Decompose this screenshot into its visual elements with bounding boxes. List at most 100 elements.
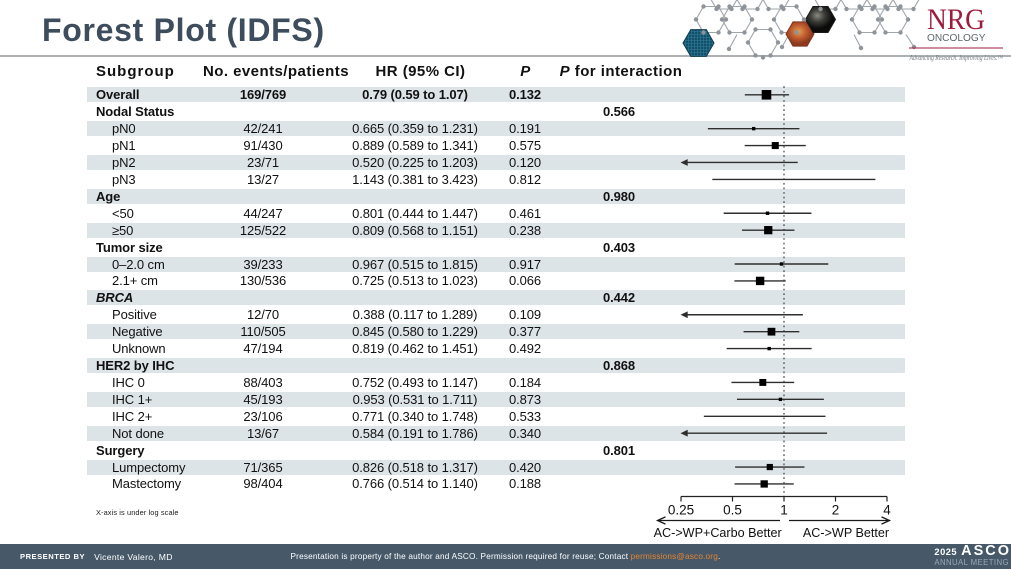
meeting-name: ANNUAL MEETING xyxy=(934,557,1009,567)
slide-title: Forest Plot (IDFS) xyxy=(42,12,325,48)
subgroup-label: 0–2.0 cm xyxy=(112,256,165,272)
col-header-events: No. events/patients xyxy=(202,63,350,80)
footer-bar: PRESENTED BY Vicente Valero, MD Presenta… xyxy=(0,544,1011,569)
table-row-ihc-0: IHC 0 88/403 0.752 (0.493 to 1.147) 0.184 xyxy=(87,375,905,390)
subgroup-label: Unknown xyxy=(112,341,166,357)
table-row-lumpectomy: Lumpectomy 71/365 0.826 (0.518 to 1.317) 0.… xyxy=(87,459,905,475)
subgroup-label: IHC 1+ xyxy=(112,391,153,407)
table-row-her2-by-ihc: HER2 by IHC 0.868 xyxy=(87,358,905,374)
p-value-cell: 0.377 xyxy=(508,324,542,340)
table-header-row: Subgroup No. events/patients HR (95% CI)… xyxy=(87,63,905,81)
hr-ci-cell: 0.826 (0.518 to 1.317) xyxy=(352,459,478,475)
events-cell: 125/522 xyxy=(239,222,287,238)
subgroup-label: Positive xyxy=(112,307,157,323)
subgroup-label: pN3 xyxy=(112,171,136,187)
hr-ci-cell: 0.967 (0.515 to 1.815) xyxy=(352,256,478,272)
title-underline xyxy=(0,54,1011,57)
x-axis-tick-label: 1 xyxy=(780,503,788,518)
p-value-cell: 0.812 xyxy=(508,171,542,187)
better-left-label: AC->WP+Carbo Better xyxy=(654,526,782,540)
x-axis-tick-label: 2 xyxy=(832,503,840,518)
table-row--50: ≥50 125/522 0.809 (0.568 to 1.151) 0.238 xyxy=(87,222,905,238)
p-interaction-cell: 0.566 xyxy=(602,104,636,120)
events-cell: 23/106 xyxy=(243,408,283,424)
hr-ci-cell: 0.766 (0.514 to 1.140) xyxy=(352,476,478,492)
p-value-cell: 0.184 xyxy=(508,374,542,390)
better-left-arrowhead xyxy=(655,516,666,525)
p-interaction-cell: 0.980 xyxy=(602,188,636,204)
disclaimer-period: . xyxy=(718,552,721,561)
p-value-cell: 0.238 xyxy=(508,222,542,238)
table-row-not-done: Not done 13/67 0.584 (0.191 to 1.786) 0.340 xyxy=(87,425,905,441)
table-row-ihc-1-: IHC 1+ 45/193 0.953 (0.531 to 1.711) 0.873 xyxy=(87,391,905,407)
hr-ci-cell: 0.752 (0.493 to 1.147) xyxy=(352,374,478,390)
table-row-nodal-status: Nodal Status 0.566 xyxy=(87,104,905,119)
table-row-tumor-size: Tumor size 0.403 xyxy=(87,240,905,255)
asco-meeting-logo: 2025 ASCO ANNUAL MEETING xyxy=(934,544,1009,566)
hr-ci-cell: 0.771 (0.340 to 1.748) xyxy=(352,408,478,424)
table-row-pn3: pN3 13/27 1.143 (0.381 to 3.423) 0.812 xyxy=(87,172,905,187)
subgroup-label: <50 xyxy=(112,205,134,221)
hr-ci-cell: 1.143 (0.381 to 3.423) xyxy=(352,171,478,187)
subgroup-label: pN2 xyxy=(112,154,136,170)
hr-ci-cell: 0.889 (0.589 to 1.341) xyxy=(352,138,478,154)
subgroup-label: IHC 0 xyxy=(112,374,145,390)
nrg-oncology-logo: NRG ONCOLOGY Advancing Research. Improvi… xyxy=(909,3,1004,62)
hexagon-molecule-decoration xyxy=(682,0,920,60)
better-right-label: AC->WP Better xyxy=(803,526,889,540)
p-interaction-cell: 0.868 xyxy=(602,358,636,374)
table-row-unknown: Unknown 47/194 0.819 (0.462 to 1.451) 0.492 xyxy=(87,341,905,356)
table-row-0-2-0-cm: 0–2.0 cm 39/233 0.967 (0.515 to 1.815) 0.91… xyxy=(87,256,905,272)
p-value-cell: 0.120 xyxy=(508,154,542,170)
subgroup-label: Negative xyxy=(112,324,163,340)
events-cell: 98/404 xyxy=(243,476,283,492)
events-cell: 13/27 xyxy=(246,171,280,187)
table-row-brca: BRCA 0.442 xyxy=(87,290,905,306)
subgroup-label: Surgery xyxy=(96,442,145,458)
events-cell: 44/247 xyxy=(243,205,283,221)
subgroup-label: HER2 by IHC xyxy=(96,358,175,374)
table-row-ihc-2-: IHC 2+ 23/106 0.771 (0.340 to 1.748) 0.533 xyxy=(87,409,905,424)
subgroup-label: 2.1+ cm xyxy=(112,273,158,289)
nrg-logo-division: ONCOLOGY xyxy=(927,33,986,44)
hr-ci-cell: 0.809 (0.568 to 1.151) xyxy=(352,222,478,238)
hr-ci-cell: 0.520 (0.225 to 1.203) xyxy=(352,154,478,170)
p-interaction-cell: 0.801 xyxy=(602,442,636,458)
p-value-cell: 0.533 xyxy=(508,408,542,424)
nrg-logo-text: NRG xyxy=(927,3,985,36)
p-value-cell: 0.873 xyxy=(508,391,542,407)
subgroup-label: Mastectomy xyxy=(112,476,182,492)
col-header-hr: HR (95% CI) xyxy=(375,63,466,80)
p-value-cell: 0.340 xyxy=(508,425,542,441)
table-row-overall: Overall 169/769 0.79 (0.59 to 1.07) 0.132 xyxy=(87,87,905,103)
asco-logo-text: ASCO xyxy=(961,543,1011,559)
presented-by-label: PRESENTED BY xyxy=(20,552,86,561)
log-scale-footnote: X-axis is under log scale xyxy=(96,508,179,517)
events-cell: 169/769 xyxy=(239,87,287,103)
events-cell: 42/241 xyxy=(243,121,283,137)
table-row-positive: Positive 12/70 0.388 (0.117 to 1.289) 0.109 xyxy=(87,307,905,322)
p-value-cell: 0.575 xyxy=(508,138,542,154)
presenter-name: Vicente Valero, MD xyxy=(94,551,173,562)
p-value-cell: 0.132 xyxy=(508,87,542,103)
events-cell: 12/70 xyxy=(246,307,280,323)
p-value-cell: 0.461 xyxy=(508,205,542,221)
hr-ci-cell: 0.584 (0.191 to 1.786) xyxy=(352,425,478,441)
events-cell: 39/233 xyxy=(243,256,283,272)
p-interaction-cell: 0.403 xyxy=(602,239,636,255)
subgroup-label: IHC 2+ xyxy=(112,408,153,424)
subgroup-label: Tumor size xyxy=(96,239,163,255)
x-axis-tick-label: 4 xyxy=(883,503,891,518)
p-interaction-cell: 0.442 xyxy=(602,290,636,306)
events-cell: 23/71 xyxy=(246,154,280,170)
permissions-email-link[interactable]: permissions@asco.org xyxy=(630,552,718,561)
hr-ci-cell: 0.819 (0.462 to 1.451) xyxy=(352,341,478,357)
events-cell: 91/430 xyxy=(243,138,283,154)
p-value-cell: 0.420 xyxy=(508,459,542,475)
hr-ci-cell: 0.665 (0.359 to 1.231) xyxy=(352,121,478,137)
p-value-cell: 0.109 xyxy=(508,307,542,323)
hr-ci-cell: 0.79 (0.59 to 1.07) xyxy=(362,87,468,103)
events-cell: 71/365 xyxy=(243,459,283,475)
table-row-surgery: Surgery 0.801 xyxy=(87,443,905,458)
